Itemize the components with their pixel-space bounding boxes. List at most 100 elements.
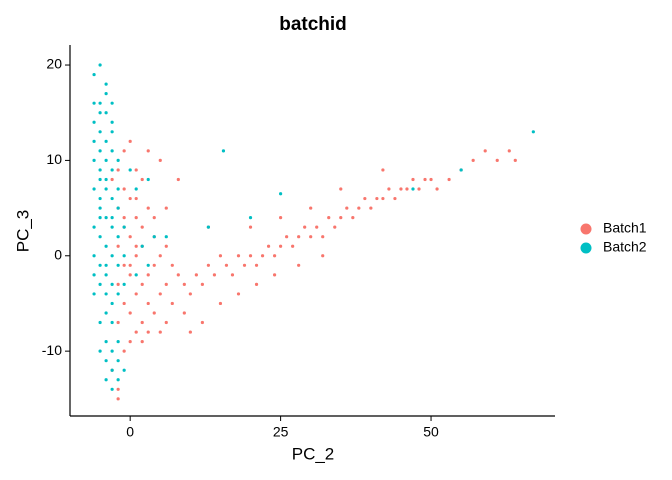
- point: [134, 330, 138, 334]
- point: [116, 244, 120, 248]
- point: [531, 130, 535, 134]
- y-axis-title: PC_3: [13, 210, 32, 253]
- point: [116, 282, 120, 286]
- point: [176, 273, 180, 277]
- point: [375, 196, 379, 201]
- point: [152, 311, 156, 315]
- point: [221, 149, 226, 153]
- point: [297, 263, 301, 267]
- point: [357, 206, 361, 210]
- point: [128, 235, 132, 239]
- point: [381, 168, 385, 172]
- point: [98, 177, 102, 182]
- point: [170, 263, 174, 267]
- point: [164, 282, 168, 286]
- point: [110, 130, 114, 134]
- point: [110, 301, 114, 306]
- point: [110, 320, 114, 325]
- point: [248, 225, 253, 229]
- point: [152, 263, 156, 267]
- point: [339, 216, 343, 220]
- point: [134, 216, 138, 220]
- point: [164, 206, 168, 210]
- point: [122, 349, 126, 353]
- point: [104, 187, 108, 191]
- point: [513, 158, 517, 163]
- point: [279, 244, 283, 248]
- point: [399, 187, 403, 191]
- point: [134, 244, 138, 248]
- point: [146, 177, 150, 182]
- point: [122, 254, 126, 258]
- point: [104, 111, 108, 115]
- point: [327, 216, 331, 220]
- y-tick-label: 10: [46, 151, 62, 167]
- point: [104, 216, 108, 220]
- legend-label: Batch2: [603, 239, 647, 255]
- point: [128, 168, 132, 172]
- point: [128, 340, 132, 344]
- point: [254, 263, 259, 267]
- point: [164, 244, 168, 248]
- point: [98, 282, 102, 286]
- point: [104, 82, 108, 86]
- point: [104, 139, 108, 143]
- point: [387, 187, 391, 191]
- point: [116, 235, 120, 239]
- point: [104, 263, 108, 267]
- point: [140, 177, 144, 182]
- point: [92, 292, 96, 296]
- y-tick-label: 20: [46, 56, 62, 72]
- point: [164, 235, 168, 239]
- point: [429, 177, 433, 182]
- point: [285, 235, 289, 239]
- point: [92, 120, 96, 124]
- point: [128, 139, 132, 143]
- point: [98, 320, 102, 325]
- point: [507, 149, 511, 153]
- point: [128, 273, 132, 277]
- point: [104, 158, 108, 163]
- point: [92, 72, 96, 77]
- point: [146, 263, 150, 267]
- point: [248, 216, 253, 220]
- point: [122, 149, 126, 153]
- point: [98, 149, 102, 153]
- point: [110, 101, 114, 105]
- point: [134, 196, 138, 201]
- point: [158, 158, 162, 163]
- point: [98, 111, 102, 115]
- point: [260, 254, 265, 258]
- point: [104, 311, 108, 315]
- point: [170, 301, 174, 306]
- point: [104, 177, 108, 182]
- point: [158, 292, 162, 296]
- point: [92, 187, 96, 191]
- point: [236, 254, 241, 258]
- point: [98, 168, 102, 172]
- point: [435, 187, 439, 191]
- point: [104, 359, 108, 363]
- point: [122, 368, 126, 372]
- point: [417, 187, 421, 191]
- point: [98, 101, 102, 105]
- point: [140, 244, 144, 248]
- point: [224, 263, 229, 267]
- point: [206, 263, 210, 267]
- point: [98, 196, 102, 201]
- point: [333, 225, 337, 229]
- point: [98, 206, 102, 210]
- point: [110, 254, 114, 258]
- point: [242, 263, 247, 267]
- point: [218, 301, 223, 306]
- point: [393, 196, 397, 201]
- point: [122, 187, 126, 191]
- point: [122, 282, 126, 286]
- point: [152, 235, 156, 239]
- x-tick-label: 0: [126, 424, 134, 440]
- point: [116, 158, 120, 163]
- point: [248, 254, 253, 258]
- point: [351, 216, 355, 220]
- point: [152, 216, 156, 220]
